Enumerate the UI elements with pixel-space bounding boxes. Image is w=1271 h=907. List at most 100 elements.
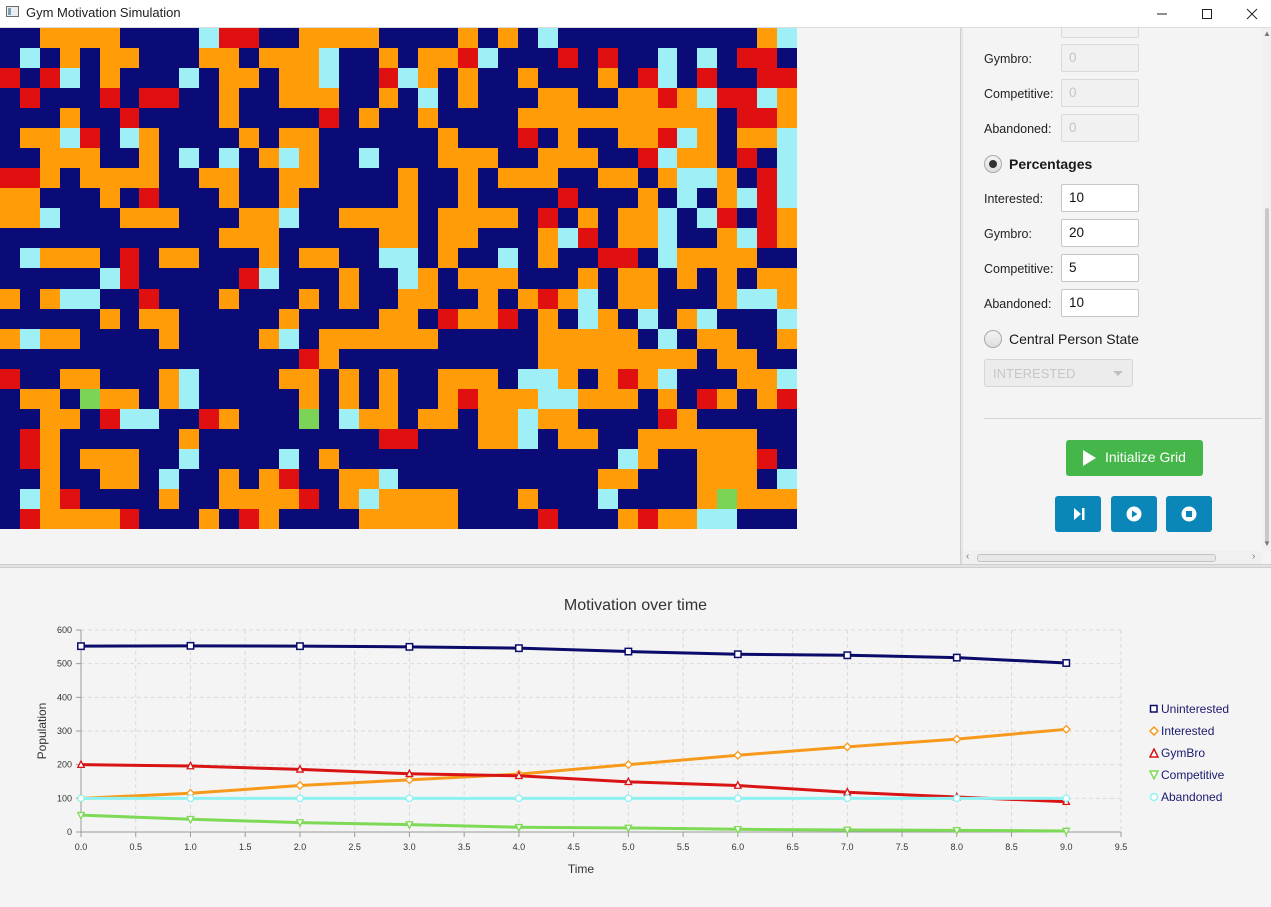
series-line-uninterested (80, 644, 1067, 665)
grid-cell (99, 288, 120, 309)
central-person-radio-label[interactable]: Central Person State (1009, 331, 1139, 347)
gymbro-percent-field[interactable]: 20 (1061, 219, 1139, 247)
grid-cell (557, 48, 578, 69)
legend-label: Uninterested (1161, 702, 1230, 716)
grid-cell (498, 168, 519, 189)
vertical-splitter[interactable] (960, 28, 964, 564)
grid-cell (458, 308, 479, 329)
grid-cell (199, 488, 220, 509)
x-tick-label: 6.0 (732, 842, 745, 852)
competitive-percent-field[interactable]: 5 (1061, 254, 1139, 282)
grid-cell (99, 488, 120, 509)
grid-cell (717, 28, 738, 49)
grid-cell (677, 328, 698, 349)
grid-cell (697, 368, 718, 389)
grid-cell (39, 488, 60, 509)
grid-cell (577, 228, 598, 249)
grid-cell (0, 428, 20, 449)
grid-cell (597, 248, 618, 269)
grid-cell (557, 348, 578, 369)
panel-vertical-scrollbar[interactable]: ▲ ▼ (1262, 28, 1271, 551)
grid-cell (637, 28, 658, 49)
grid-cell (59, 468, 80, 489)
grid-cell (677, 348, 698, 369)
abandoned-count-label: Abandoned: (984, 122, 1052, 136)
grid-cell (617, 148, 638, 169)
grid-cell (677, 428, 698, 449)
data-point-gymbro (514, 770, 524, 780)
scroll-right-icon[interactable]: › (1252, 551, 1256, 562)
minimize-button[interactable] (1139, 0, 1185, 27)
grid-cell (498, 268, 519, 289)
grid-cell (418, 328, 439, 349)
grid-cell (338, 308, 359, 329)
x-tick-label: 3.0 (403, 842, 416, 852)
central-person-radio[interactable] (984, 330, 1002, 348)
maximize-button[interactable] (1184, 0, 1230, 27)
grid-cell (358, 348, 379, 369)
grid-cell (19, 408, 40, 429)
grid-cell (219, 368, 240, 389)
x-tick-label: 0.5 (129, 842, 142, 852)
panel-horizontal-scrollbar[interactable]: ‹ › (963, 551, 1262, 564)
grid-cell (338, 168, 359, 189)
grid-cell (278, 348, 299, 369)
scroll-up-icon[interactable]: ▲ (1263, 29, 1271, 38)
grid-cell (657, 488, 678, 509)
y-axis-title: Population (35, 703, 49, 760)
stop-button[interactable] (1166, 496, 1212, 532)
interested-percent-field[interactable]: 10 (1061, 184, 1139, 212)
grid-cell (318, 28, 339, 49)
data-point-abandoned (843, 794, 852, 803)
gymbro-count-field[interactable]: 0 (1061, 44, 1139, 72)
grid-cell (617, 68, 638, 89)
abandoned-count-field[interactable]: 0 (1061, 114, 1139, 142)
percentages-radio-label[interactable]: Percentages (1009, 156, 1093, 172)
grid-cell (717, 308, 738, 329)
grid-cell (139, 168, 160, 189)
percentages-radio[interactable] (984, 155, 1002, 173)
grid-cell (697, 148, 718, 169)
grid-cell (757, 448, 778, 469)
grid-cell (99, 388, 120, 409)
horizontal-scroll-thumb[interactable] (977, 554, 1216, 562)
grid-cell (259, 168, 279, 189)
grid-cell (577, 48, 598, 69)
abandoned-percent-field[interactable]: 10 (1061, 289, 1139, 317)
grid-cell (239, 408, 260, 429)
grid-cell (657, 408, 678, 429)
x-tick-label: 2.0 (294, 842, 307, 852)
close-button[interactable] (1229, 0, 1271, 27)
grid-cell (637, 148, 658, 169)
grid-cell (0, 508, 20, 529)
grid-cell (597, 128, 618, 149)
horizontal-splitter[interactable] (0, 564, 1271, 568)
central-state-select[interactable]: INTERESTED (984, 359, 1133, 387)
grid-cell (139, 108, 160, 129)
grid-cell (418, 28, 439, 49)
grid-cell (478, 328, 499, 349)
vertical-scroll-thumb[interactable] (1265, 208, 1269, 543)
grid-cell (199, 168, 220, 189)
step-button[interactable] (1055, 496, 1101, 532)
scroll-left-icon[interactable]: ‹ (966, 551, 970, 562)
scroll-down-icon[interactable]: ▼ (1263, 539, 1271, 548)
competitive-count-field[interactable]: 0 (1061, 79, 1139, 107)
grid-cell (0, 248, 20, 269)
grid-cell (219, 488, 240, 509)
grid-cell (19, 208, 40, 229)
grid-cell (19, 368, 40, 389)
run-button[interactable] (1111, 496, 1157, 532)
grid-cell (278, 48, 299, 69)
grid-cell (418, 168, 439, 189)
grid-cell (179, 408, 200, 429)
grid-cell (577, 448, 598, 469)
initialize-grid-button[interactable]: Initialize Grid (1066, 440, 1203, 476)
data-point-competitive (76, 811, 86, 821)
simulation-grid[interactable] (0, 28, 797, 529)
grid-cell (19, 248, 40, 269)
grid-cell (39, 68, 60, 89)
grid-cell (418, 68, 439, 89)
grid-cell (438, 448, 459, 469)
grid-cell (597, 428, 618, 449)
